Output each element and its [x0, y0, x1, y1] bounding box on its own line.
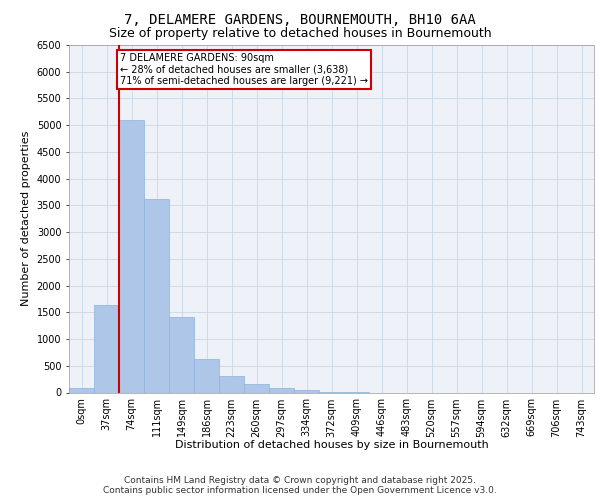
Text: Size of property relative to detached houses in Bournemouth: Size of property relative to detached ho…	[109, 28, 491, 40]
Bar	[219, 376, 244, 392]
Bar	[69, 388, 94, 392]
Bar	[269, 388, 294, 392]
Bar	[244, 384, 269, 392]
Bar	[294, 390, 319, 392]
Text: Contains HM Land Registry data © Crown copyright and database right 2025.
Contai: Contains HM Land Registry data © Crown c…	[103, 476, 497, 495]
Bar	[194, 360, 219, 392]
Bar	[169, 316, 194, 392]
Bar	[94, 305, 119, 392]
Bar	[119, 120, 144, 392]
Y-axis label: Number of detached properties: Number of detached properties	[21, 131, 31, 306]
Bar	[144, 199, 169, 392]
Text: 7 DELAMERE GARDENS: 90sqm
← 28% of detached houses are smaller (3,638)
71% of se: 7 DELAMERE GARDENS: 90sqm ← 28% of detac…	[120, 53, 368, 86]
X-axis label: Distribution of detached houses by size in Bournemouth: Distribution of detached houses by size …	[175, 440, 488, 450]
Text: 7, DELAMERE GARDENS, BOURNEMOUTH, BH10 6AA: 7, DELAMERE GARDENS, BOURNEMOUTH, BH10 6…	[124, 12, 476, 26]
